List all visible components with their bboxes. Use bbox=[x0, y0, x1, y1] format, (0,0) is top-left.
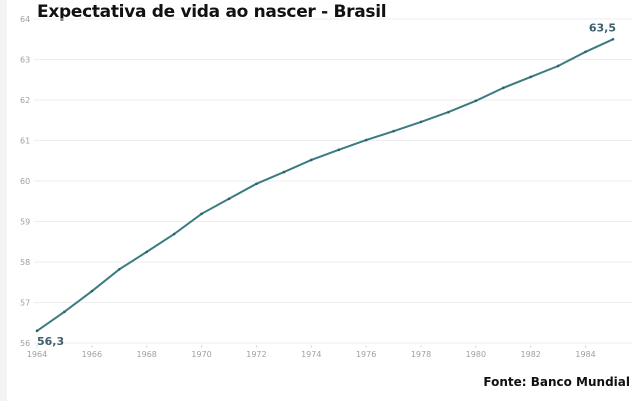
data-point bbox=[556, 64, 560, 68]
data-point bbox=[90, 289, 94, 293]
data-point bbox=[35, 329, 39, 333]
end-value-label: 63,5 bbox=[589, 21, 616, 34]
y-tick-label: 57 bbox=[20, 299, 30, 308]
data-point bbox=[63, 310, 66, 314]
left-edge-strip bbox=[0, 0, 7, 401]
data-point bbox=[501, 86, 505, 90]
data-point bbox=[611, 37, 615, 41]
data-point bbox=[255, 182, 258, 186]
start-value-label: 56,3 bbox=[37, 335, 64, 348]
y-tick-label: 63 bbox=[20, 56, 30, 65]
data-point bbox=[282, 170, 286, 174]
data-point bbox=[419, 120, 423, 124]
x-tick-label: 1968 bbox=[137, 350, 157, 359]
data-point bbox=[337, 148, 341, 152]
data-point bbox=[145, 250, 149, 254]
data-point bbox=[172, 232, 176, 236]
source-note: Fonte: Banco Mundial bbox=[483, 375, 630, 389]
y-tick-label: 62 bbox=[20, 96, 30, 105]
y-tick-label: 58 bbox=[20, 258, 30, 267]
life-expectancy-line bbox=[36, 38, 614, 332]
x-tick-label: 1966 bbox=[82, 350, 102, 359]
x-tick-label: 1982 bbox=[521, 350, 541, 359]
data-point bbox=[309, 158, 313, 162]
data-point bbox=[364, 138, 368, 142]
y-tick-label: 59 bbox=[20, 218, 30, 227]
data-point bbox=[584, 50, 587, 54]
x-tick-label: 1970 bbox=[191, 350, 211, 359]
x-tick-label: 1972 bbox=[246, 350, 266, 359]
data-point bbox=[529, 75, 533, 79]
data-point bbox=[227, 197, 231, 201]
data-point bbox=[117, 267, 121, 271]
x-tick-label: 1976 bbox=[356, 350, 376, 359]
data-labels: 56,3 63,5 bbox=[37, 21, 616, 348]
y-tick-label: 61 bbox=[20, 137, 30, 146]
x-tick-label: 1984 bbox=[575, 350, 595, 359]
data-point bbox=[200, 212, 203, 216]
data-point bbox=[447, 110, 450, 114]
x-tick-label: 1974 bbox=[301, 350, 321, 359]
y-tick-label: 64 bbox=[20, 15, 30, 24]
data-point bbox=[474, 99, 478, 103]
x-tick-label: 1978 bbox=[411, 350, 431, 359]
y-tick-label: 56 bbox=[20, 339, 30, 348]
gridlines bbox=[34, 18, 632, 344]
x-axis-ticks: 1964 1966 1968 1970 1972 1974 1976 1978 1980 1982… bbox=[27, 345, 596, 359]
data-points bbox=[35, 37, 615, 333]
chart-title: Expectativa de vida ao nascer - Brasil bbox=[37, 2, 387, 22]
y-axis-ticks: 64 63 62 61 60 59 58 57 56 bbox=[20, 15, 30, 348]
x-tick-label: 1964 bbox=[27, 350, 47, 359]
y-tick-label: 60 bbox=[20, 177, 30, 186]
x-tick-label: 1980 bbox=[466, 350, 486, 359]
data-point bbox=[392, 129, 395, 133]
